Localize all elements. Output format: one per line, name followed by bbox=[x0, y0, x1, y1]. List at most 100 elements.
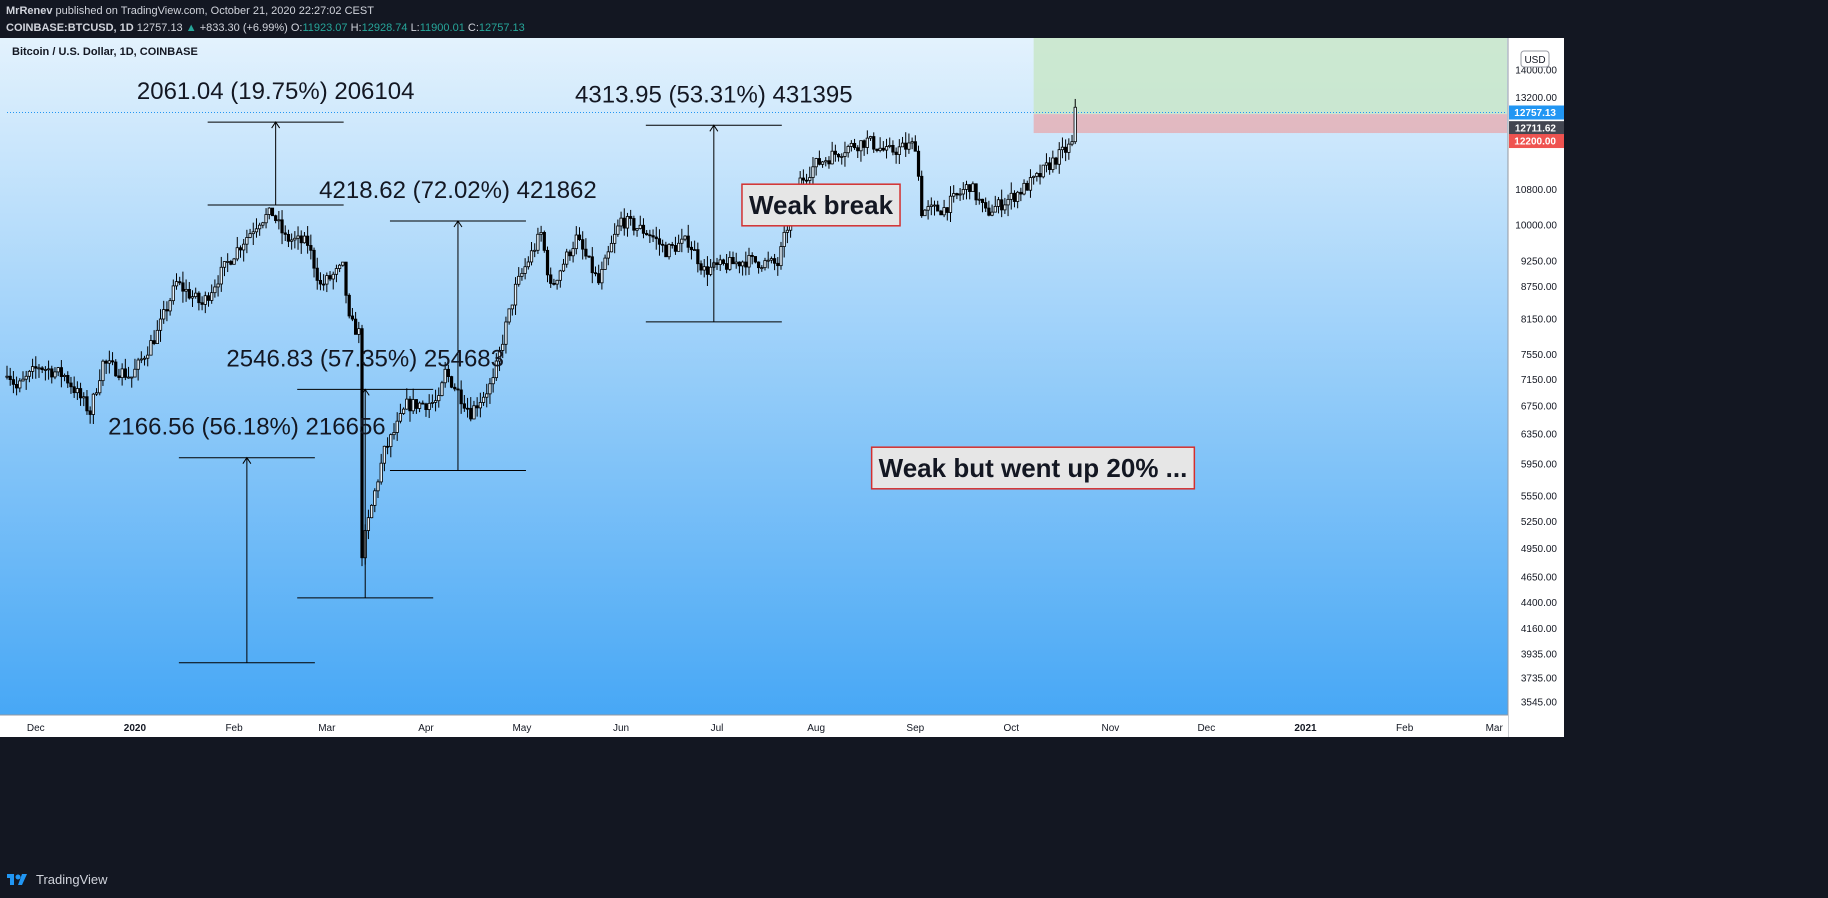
candle bbox=[545, 246, 550, 283]
candle bbox=[433, 389, 438, 412]
candle bbox=[322, 274, 326, 291]
candle bbox=[46, 360, 51, 380]
candle bbox=[609, 235, 614, 253]
candle bbox=[667, 243, 671, 260]
candle bbox=[194, 287, 198, 299]
high-value: 12928.74 bbox=[361, 22, 408, 34]
price-axis[interactable] bbox=[1508, 38, 1564, 737]
candle bbox=[961, 182, 965, 200]
currency-badge[interactable] bbox=[1520, 50, 1550, 68]
time-axis[interactable] bbox=[0, 715, 1508, 737]
candle bbox=[408, 396, 412, 422]
candle bbox=[725, 253, 729, 274]
measure-tool[interactable]: 2061.04 (19.75%) 206104 bbox=[137, 78, 415, 206]
measure-tool[interactable]: 4218.62 (72.02%) 421862 bbox=[319, 177, 597, 472]
candle bbox=[174, 273, 179, 290]
y-tick-label: 13200.00 bbox=[1515, 93, 1557, 104]
candle bbox=[996, 196, 1001, 214]
candle bbox=[168, 297, 172, 316]
candle bbox=[120, 363, 124, 386]
candle bbox=[1016, 190, 1020, 209]
measure-tool[interactable]: 4313.95 (53.31%) 431395 bbox=[575, 81, 853, 323]
candle bbox=[955, 192, 959, 200]
candle bbox=[673, 236, 678, 255]
candle bbox=[50, 365, 54, 384]
candle bbox=[27, 369, 31, 383]
x-tick-label: Mar bbox=[1486, 723, 1504, 734]
candle bbox=[149, 334, 153, 356]
candle bbox=[446, 364, 450, 383]
candle bbox=[449, 375, 454, 389]
y-tick-label: 4400.00 bbox=[1521, 598, 1558, 609]
candle bbox=[37, 364, 41, 378]
candle bbox=[59, 360, 63, 388]
candle bbox=[1051, 150, 1055, 173]
author-name[interactable]: MrRenev bbox=[6, 5, 53, 17]
measure-tool[interactable]: 2166.56 (56.18%) 216656 bbox=[108, 414, 386, 664]
price-chart[interactable]: Bitcoin / U.S. Dollar, 1D, COINBASE 2061.… bbox=[0, 0, 1828, 860]
candle bbox=[1057, 142, 1061, 174]
candle bbox=[619, 211, 623, 232]
candle bbox=[21, 371, 25, 382]
high-label: H: bbox=[350, 22, 362, 34]
candle bbox=[280, 210, 284, 245]
plot-area[interactable] bbox=[0, 38, 1564, 737]
candle bbox=[465, 397, 470, 418]
stop-zone[interactable] bbox=[1033, 114, 1507, 134]
candle bbox=[370, 504, 374, 519]
candle bbox=[849, 140, 853, 152]
candle bbox=[123, 358, 127, 381]
candle bbox=[769, 256, 773, 264]
candle bbox=[971, 181, 975, 193]
chart-title: Bitcoin / U.S. Dollar, 1D, COINBASE bbox=[12, 46, 198, 58]
candle bbox=[702, 258, 706, 278]
candles[interactable] bbox=[5, 98, 1077, 567]
x-tick-label: Sep bbox=[906, 723, 924, 734]
candle bbox=[82, 392, 86, 407]
target-zone[interactable] bbox=[1033, 38, 1507, 115]
candle bbox=[315, 257, 319, 290]
x-ticks: Dec 2020 Feb Mar Apr May Jun Jul Aug Sep Oct Nov Dec… bbox=[27, 723, 1504, 734]
open-value: 11923.07 bbox=[302, 22, 348, 34]
candle bbox=[94, 388, 99, 396]
candle bbox=[693, 240, 697, 252]
y-tick-label: 4650.00 bbox=[1521, 573, 1558, 584]
low-value: 11900.01 bbox=[419, 22, 465, 34]
candle bbox=[376, 479, 380, 498]
candle bbox=[392, 423, 396, 440]
candle bbox=[427, 394, 431, 419]
measure-tool[interactable]: 2546.83 (57.35%) 254683 bbox=[226, 345, 504, 599]
candle bbox=[932, 200, 937, 216]
candle bbox=[501, 334, 505, 359]
footer-brand[interactable]: TradingView bbox=[6, 868, 108, 890]
measure-label: 2546.83 (57.35%) 254683 bbox=[226, 345, 504, 372]
candle bbox=[258, 222, 262, 236]
weak-break-callout[interactable]: Weak break bbox=[741, 183, 901, 227]
candle bbox=[651, 229, 655, 243]
candle bbox=[485, 383, 489, 408]
candle bbox=[238, 245, 243, 258]
candle bbox=[904, 132, 908, 157]
candle bbox=[1048, 157, 1052, 175]
candle bbox=[686, 224, 690, 253]
candle bbox=[558, 269, 562, 288]
candle bbox=[1041, 164, 1045, 179]
x-tick-label: Jun bbox=[613, 723, 629, 734]
candle bbox=[69, 376, 73, 394]
candle bbox=[325, 272, 329, 293]
candle bbox=[571, 241, 575, 263]
candle bbox=[328, 271, 332, 282]
candle bbox=[894, 147, 898, 164]
publish-text: published on TradingView.com, October 21… bbox=[55, 5, 374, 17]
candle bbox=[948, 186, 953, 223]
candle bbox=[488, 378, 492, 404]
candle bbox=[360, 324, 364, 567]
y-tick-label: 10800.00 bbox=[1515, 185, 1557, 196]
candle bbox=[900, 136, 905, 148]
candle bbox=[18, 378, 22, 393]
candle bbox=[34, 356, 38, 379]
candle bbox=[1060, 137, 1065, 159]
weak-went-up-callout[interactable]: Weak but went up 20% ... bbox=[870, 446, 1196, 490]
candle bbox=[507, 308, 511, 325]
candle bbox=[833, 144, 837, 162]
